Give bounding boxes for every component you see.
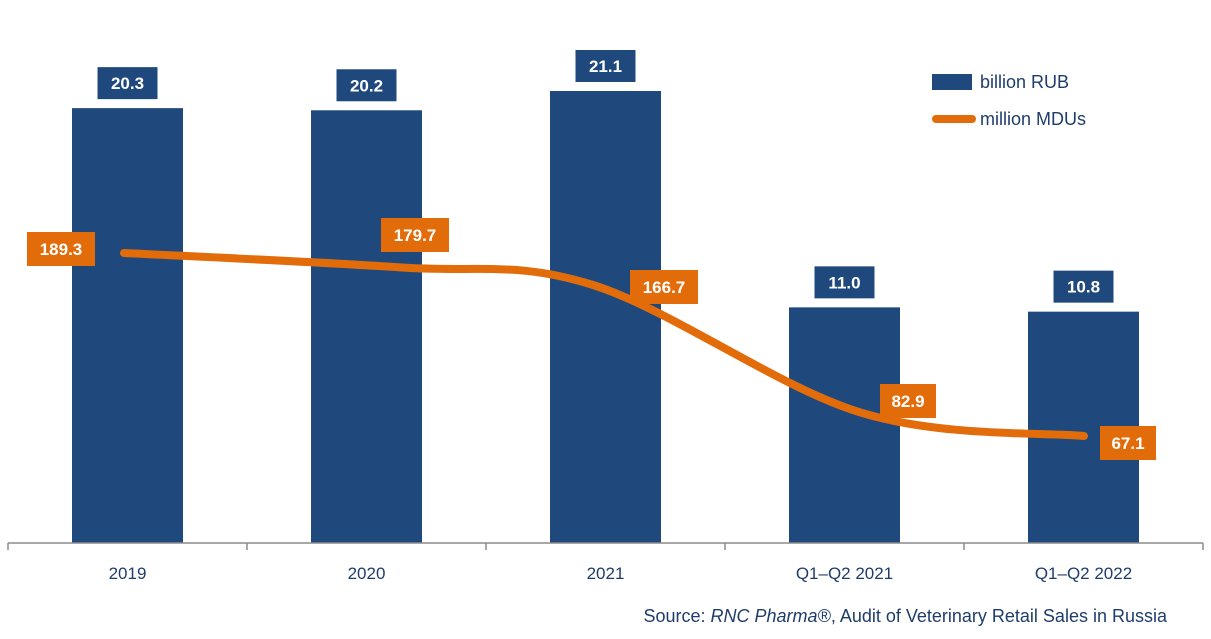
legend-swatch-bar — [932, 74, 972, 90]
x-tick-label: Q1–Q2 2021 — [796, 564, 893, 583]
bar-value-label: 11.0 — [828, 273, 860, 292]
bar-2021 — [550, 91, 661, 543]
x-tick-label: 2020 — [348, 564, 386, 583]
bar-2020 — [311, 110, 422, 544]
bar-Q1–Q2 2021 — [789, 307, 900, 543]
source-note: Source: RNC Pharma®, Audit of Veterinary… — [643, 606, 1167, 627]
line-value-label: 82.9 — [891, 392, 924, 411]
legend-label-line: million MDUs — [980, 109, 1086, 129]
line-value-label: 189.3 — [40, 240, 83, 259]
line-value-label: 179.7 — [394, 226, 437, 245]
bar-value-label-box — [814, 266, 875, 299]
line-value-label-box — [630, 270, 698, 304]
x-tick-label: 2021 — [587, 564, 625, 583]
source-prefix: Source: — [643, 606, 711, 626]
x-tick-label: Q1–Q2 2022 — [1035, 564, 1132, 583]
source-suffix: , Audit of Veterinary Retail Sales in Ru… — [830, 606, 1167, 626]
bar-value-label: 20.2 — [350, 76, 383, 95]
bar-value-label-box — [97, 67, 158, 100]
x-axis: 2019 2020 2021 Q1–Q2 2021 Q1–Q2 2022 — [7, 542, 1204, 583]
legend: billion RUB million MDUs — [932, 72, 1086, 129]
line-layer: 189.3 179.7 166.7 82.9 67.1 — [27, 218, 1156, 460]
line-value-label-box — [27, 232, 95, 266]
line-million-mdus — [120, 249, 1088, 440]
legend-label-bar: billion RUB — [980, 72, 1069, 92]
source-brand: RNC Pharma® — [710, 606, 831, 626]
bar-value-label-box — [1053, 270, 1114, 303]
bar-value-label: 10.8 — [1067, 278, 1100, 297]
line-value-label-box — [1100, 426, 1156, 460]
bar-value-label-box — [336, 69, 397, 102]
line-value-label: 166.7 — [643, 278, 686, 297]
line-value-label-box — [880, 384, 936, 418]
bar-value-label: 21.1 — [589, 57, 622, 76]
bar-value-label-box — [575, 50, 636, 82]
line-value-label-box — [381, 218, 449, 252]
bar-value-label: 20.3 — [111, 74, 144, 93]
bars-layer: 20.3 20.2 21.1 11.0 10.8 — [72, 50, 1139, 544]
bar-2019 — [72, 108, 183, 543]
x-tick-label: 2019 — [109, 564, 147, 583]
line-value-label: 67.1 — [1111, 434, 1144, 453]
